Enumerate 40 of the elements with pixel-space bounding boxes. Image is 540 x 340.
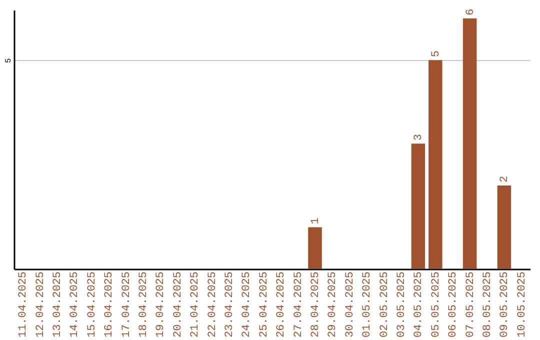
bar — [308, 227, 322, 269]
bar — [462, 18, 477, 269]
data-label: 1 — [310, 217, 322, 224]
x-tick-label: 29.04.2025 — [327, 272, 340, 338]
x-tick-label: 11.04.2025 — [18, 272, 30, 338]
x-tick-label: 02.05.2025 — [378, 272, 391, 338]
x-tick-label: 25.04.2025 — [258, 272, 270, 338]
x-tick-label: 18.04.2025 — [138, 272, 150, 338]
bar — [497, 185, 512, 269]
bar — [428, 60, 442, 269]
x-tick-label: 16.04.2025 — [104, 272, 116, 338]
x-tick-label: 24.04.2025 — [241, 272, 254, 338]
x-tick-label: 26.04.2025 — [276, 272, 288, 338]
x-tick-label: 19.04.2025 — [155, 272, 168, 338]
data-label: 2 — [499, 176, 512, 182]
x-tick-label: 04.05.2025 — [413, 272, 426, 338]
x-tick-label: 03.05.2025 — [396, 272, 408, 338]
x-tick-label: 06.05.2025 — [448, 272, 460, 338]
x-tick-label: 17.04.2025 — [120, 272, 133, 338]
x-tick-label: 10.05.2025 — [516, 272, 528, 338]
data-label: 5 — [430, 50, 442, 58]
x-tick-label: 08.05.2025 — [482, 272, 494, 338]
x-tick-label: 14.04.2025 — [69, 272, 82, 338]
bar — [411, 144, 426, 269]
x-tick-label: 20.04.2025 — [172, 272, 184, 338]
x-tick-label: 27.04.2025 — [292, 272, 305, 338]
data-label: 3 — [413, 134, 426, 141]
x-tick-label: 12.04.2025 — [34, 272, 47, 338]
x-tick-label: 15.04.2025 — [86, 272, 98, 338]
x-tick-label: 07.05.2025 — [464, 272, 477, 338]
x-tick-label: 01.05.2025 — [362, 272, 374, 338]
x-tick-label: 30.04.2025 — [344, 272, 356, 338]
x-tick-label: 09.05.2025 — [499, 272, 512, 338]
x-tick-label: 22.04.2025 — [206, 272, 219, 338]
data-label: 6 — [464, 8, 477, 16]
x-tick-label: 23.04.2025 — [224, 272, 236, 338]
x-tick-label: 13.04.2025 — [52, 272, 64, 338]
x-tick-label: 28.04.2025 — [310, 272, 322, 338]
x-tick-label: 05.05.2025 — [430, 272, 442, 338]
x-tick-label: 21.04.2025 — [190, 272, 202, 338]
